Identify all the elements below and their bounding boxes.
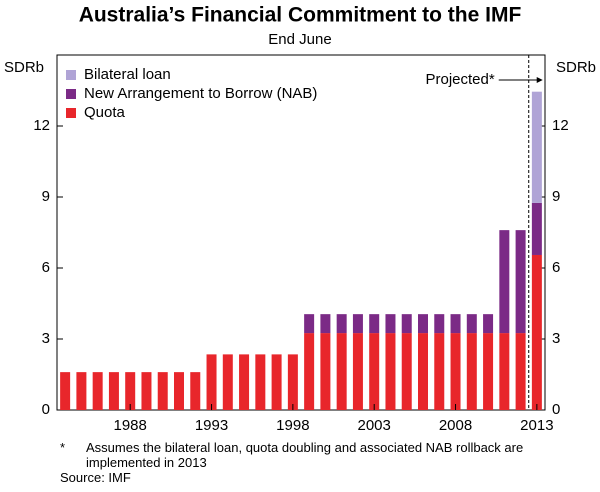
source: Source: IMF: [60, 470, 131, 485]
y2-tick-label: 12: [552, 117, 569, 134]
x-tick-label: 1993: [195, 417, 228, 434]
bar-segment: [515, 333, 526, 410]
bar-segment: [320, 314, 331, 334]
footnote: Assumes the bilateral loan, quota doubli…: [86, 440, 524, 470]
bar-segment: [515, 230, 526, 334]
bar-segment: [304, 333, 315, 410]
y-tick-label: 3: [42, 330, 50, 347]
bar-segment: [418, 314, 428, 334]
legend-label: Bilateral loan: [84, 66, 171, 83]
bar-segment: [125, 372, 136, 410]
y-axis-label: SDRb: [4, 59, 44, 76]
bar-segment: [369, 314, 380, 334]
legend-swatch: [66, 89, 76, 99]
bar-segment: [206, 354, 217, 410]
y-tick-label: 12: [33, 117, 50, 134]
y-tick-label: 9: [42, 188, 50, 205]
x-tick-label: 1998: [276, 417, 309, 434]
y-tick-label: 6: [42, 259, 50, 276]
legend-swatch: [66, 70, 76, 80]
bar-segment: [60, 372, 71, 410]
bar-segment: [531, 202, 542, 255]
y2-tick-label: 6: [552, 259, 560, 276]
x-tick-label: 1988: [114, 417, 147, 434]
bar-segment: [287, 354, 298, 410]
bar-segment: [401, 314, 412, 334]
bar-segment: [499, 230, 510, 334]
x-tick-label: 2013: [520, 417, 553, 434]
bar-segment: [450, 333, 461, 410]
bar-segment: [336, 333, 347, 410]
y2-tick-label: 3: [552, 330, 560, 347]
bar-segment: [531, 91, 542, 203]
bar-segment: [141, 372, 152, 410]
bar-segment: [434, 333, 445, 410]
bar-segment: [499, 333, 510, 410]
y2-axis-label: SDRb: [556, 59, 596, 76]
bar-segment: [531, 254, 542, 410]
bar-segment: [239, 354, 250, 410]
bar-segment: [466, 333, 477, 410]
bar-segment: [418, 333, 428, 410]
bar-segment: [174, 372, 184, 410]
y2-tick-label: 0: [552, 401, 560, 418]
bar-segment: [271, 354, 282, 410]
x-tick-label: 2008: [439, 417, 472, 434]
legend-label: Quota: [84, 104, 126, 121]
bar-segment: [304, 314, 315, 334]
bar-segment: [385, 333, 396, 410]
bar-segment: [76, 372, 87, 410]
bar-segment: [483, 333, 494, 410]
bar-segment: [320, 333, 331, 410]
bar-segment: [157, 372, 168, 410]
bar-segment: [483, 314, 494, 334]
bar-segment: [369, 333, 380, 410]
bar-segment: [352, 333, 363, 410]
legend-label: New Arrangement to Borrow (NAB): [84, 85, 317, 102]
bar-segment: [92, 372, 103, 410]
annotation: Projected*: [426, 71, 495, 88]
bar-segment: [385, 314, 396, 334]
legend-swatch: [66, 108, 76, 118]
bar-segment: [108, 372, 119, 410]
arrow-head: [536, 77, 543, 83]
bar-segment: [190, 372, 201, 410]
bar-segment: [255, 354, 266, 410]
bar-segment: [450, 314, 461, 334]
chart-subtitle: End June: [268, 31, 331, 48]
x-tick-label: 2003: [358, 417, 391, 434]
plot-frame: [56, 54, 546, 411]
chart-title: Australia’s Financial Commitment to the …: [79, 4, 522, 27]
bar-segment: [466, 314, 477, 334]
y2-tick-label: 9: [552, 188, 560, 205]
bar-segment: [352, 314, 363, 334]
y-tick-label: 0: [42, 401, 50, 418]
bar-segment: [222, 354, 233, 410]
bar-segment: [401, 333, 412, 410]
bar-segment: [434, 314, 445, 334]
bar-segment: [336, 314, 347, 334]
footnote-marker: *: [60, 440, 66, 455]
